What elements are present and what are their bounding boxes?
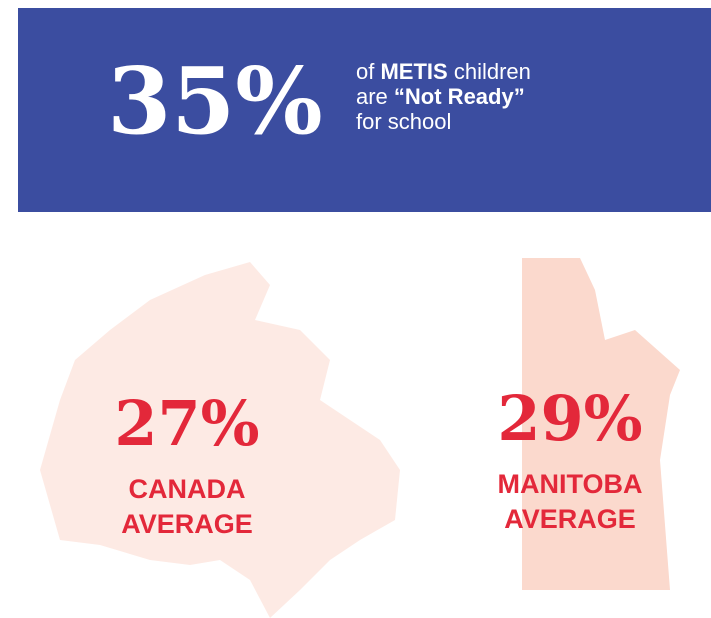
text: children — [454, 59, 531, 84]
canada-label: AVERAGE — [121, 509, 253, 539]
text: of — [356, 59, 375, 84]
text: METIS — [380, 59, 447, 84]
banner-line: are “Not Ready” — [356, 84, 525, 109]
canada-name: CANADA — [129, 474, 246, 504]
canada-stat: 27% — [114, 387, 259, 460]
manitoba-label: AVERAGE — [504, 504, 636, 534]
canada-map — [40, 262, 400, 618]
text: are — [356, 84, 388, 109]
manitoba-name: MANITOBA — [498, 469, 643, 499]
banner-line: for school — [356, 109, 451, 134]
manitoba-map — [522, 258, 680, 590]
text: “Not Ready” — [394, 84, 525, 109]
banner-stat: 35% — [107, 47, 322, 155]
banner — [18, 8, 711, 212]
banner-line: of METIS children — [356, 59, 531, 84]
manitoba-stat: 29% — [497, 382, 642, 455]
